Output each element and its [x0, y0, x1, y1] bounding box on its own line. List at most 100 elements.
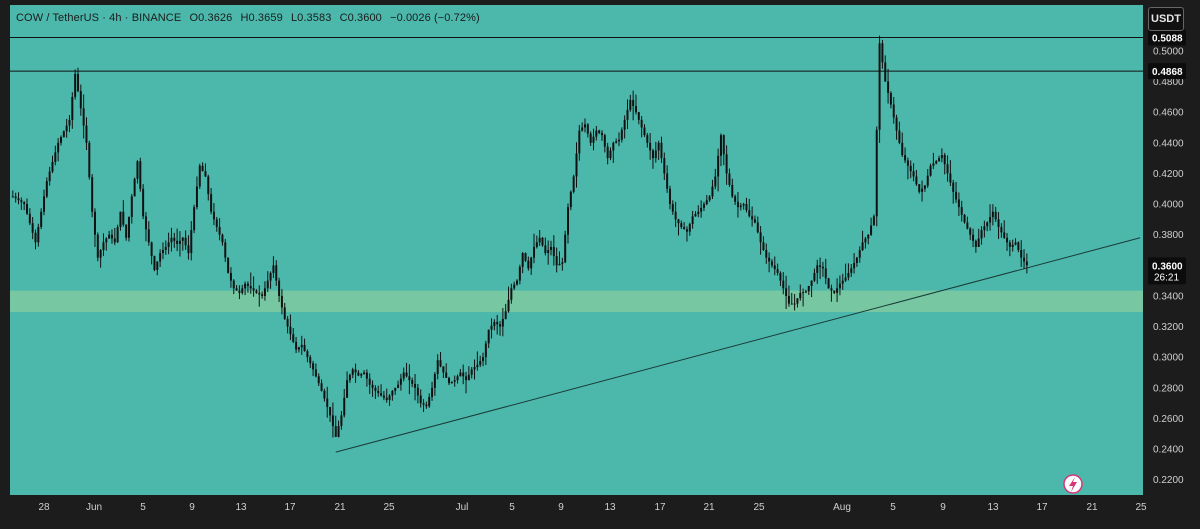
- candle-body: [824, 268, 827, 279]
- resistance-top-price-text: 0.5088: [1152, 33, 1183, 44]
- candle-body: [490, 325, 493, 330]
- candle-body: [23, 202, 26, 205]
- candle-body: [351, 369, 354, 375]
- ascending-trendline[interactable]: [335, 237, 1141, 453]
- candle-body: [555, 256, 558, 266]
- candle-body: [110, 234, 113, 239]
- resistance-mid-price-tag: [1148, 63, 1186, 80]
- candle-body: [374, 387, 377, 391]
- candle-body: [65, 125, 68, 132]
- candle-body: [402, 372, 405, 379]
- candle-body: [884, 62, 887, 82]
- candle-body: [181, 237, 184, 241]
- price-tick-label: 0.2400: [1153, 445, 1184, 456]
- countdown-text: 26:21: [1154, 272, 1179, 283]
- candle-body: [535, 242, 538, 247]
- candle-body: [589, 133, 592, 143]
- candle-body: [42, 196, 45, 212]
- candle-body: [45, 181, 48, 197]
- candle-body: [759, 232, 762, 243]
- candle-body: [428, 397, 431, 407]
- candle-body: [411, 380, 414, 384]
- candle-body: [841, 280, 844, 284]
- candle-body: [85, 125, 88, 143]
- candle-body: [938, 158, 941, 162]
- candle-body: [507, 299, 510, 312]
- candle-body: [615, 141, 618, 143]
- candle-body: [518, 266, 521, 281]
- candle-body: [836, 288, 839, 293]
- candle-body: [923, 185, 926, 189]
- candle-body: [651, 150, 654, 159]
- time-tick-label: 5: [140, 502, 146, 513]
- time-tick-label: 17: [654, 502, 666, 513]
- candle-body: [821, 266, 824, 269]
- time-axis[interactable]: [0, 495, 1143, 529]
- candle-body: [734, 196, 737, 202]
- candle-body: [51, 161, 54, 172]
- candle-body: [34, 232, 37, 243]
- candle-body: [99, 250, 102, 258]
- candle-body: [346, 380, 349, 398]
- candle-body: [176, 240, 179, 244]
- candle-body: [768, 257, 771, 262]
- candle-body: [11, 196, 14, 198]
- candle-body: [949, 173, 952, 183]
- candle-body: [496, 321, 499, 325]
- candle-body: [943, 155, 946, 165]
- candle-body: [921, 188, 924, 192]
- candle-body: [476, 364, 479, 368]
- candle-body: [17, 198, 20, 201]
- candle-body: [510, 288, 513, 300]
- candle-body: [918, 184, 921, 192]
- candle-body: [694, 214, 697, 217]
- candle-body: [552, 246, 555, 257]
- candle-body: [224, 242, 227, 258]
- candle-body: [668, 188, 671, 205]
- time-tick-label: 13: [604, 502, 616, 513]
- close-value: C0.3600: [339, 12, 382, 24]
- price-tick-label: 0.4400: [1153, 138, 1184, 149]
- price-tick-label: 0.3800: [1153, 230, 1184, 241]
- candle-body: [643, 127, 646, 136]
- candle-body: [340, 415, 343, 427]
- candle-body: [567, 207, 570, 235]
- candle-body: [448, 377, 451, 384]
- candle-body: [960, 207, 963, 215]
- candle-body: [935, 161, 938, 164]
- candle-body: [363, 372, 366, 375]
- candle-body: [170, 237, 173, 243]
- candle-body: [164, 246, 167, 250]
- candle-body: [71, 96, 74, 120]
- candle-body: [473, 367, 476, 370]
- candle-body: [700, 207, 703, 212]
- candle-body: [334, 426, 337, 437]
- candle-body: [853, 263, 856, 269]
- candle-body: [1008, 242, 1011, 247]
- time-tick-label: 9: [940, 502, 946, 513]
- candle-body: [289, 326, 292, 335]
- symbol-label[interactable]: COW / TetherUS · 4h · BINANCE: [16, 12, 182, 24]
- candle-body: [91, 177, 94, 212]
- candle-body: [348, 374, 351, 381]
- candle-body: [685, 229, 688, 232]
- candle-body: [867, 234, 870, 239]
- alert-icon[interactable]: [1063, 474, 1083, 494]
- candle-body: [600, 132, 603, 136]
- candle-body: [719, 135, 722, 156]
- candle-body: [564, 234, 567, 263]
- current-price-text: 0.3600: [1152, 261, 1183, 272]
- candle-body: [156, 261, 159, 270]
- candle-body: [261, 294, 264, 296]
- candle-body: [283, 307, 286, 319]
- candle-body: [286, 318, 289, 327]
- candle-body: [380, 393, 383, 396]
- candle-body: [637, 112, 640, 120]
- resistance-mid-price-text: 0.4868: [1152, 67, 1183, 78]
- candle-body: [632, 99, 635, 107]
- candle-body: [399, 378, 402, 385]
- currency-button[interactable]: USDT: [1148, 7, 1184, 31]
- candle-body: [416, 387, 419, 396]
- candle-body: [986, 222, 989, 227]
